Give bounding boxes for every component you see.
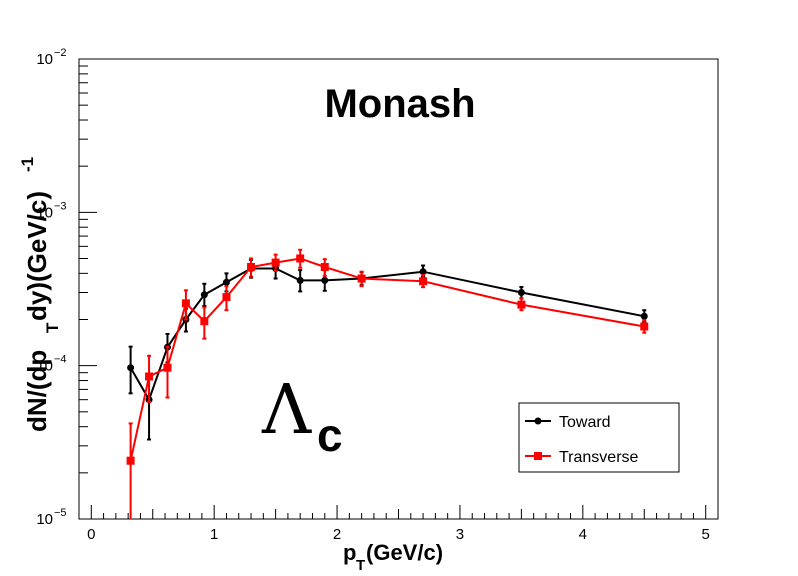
x-tick-label: 3 [456, 526, 464, 543]
series-line [129, 257, 645, 461]
y-title-sup: -1 [18, 157, 37, 172]
y-title-sub: T [43, 322, 62, 333]
lambda-c-annotation: Λ c [261, 371, 343, 461]
data-point [296, 254, 305, 263]
y-tick-exponent: −3 [54, 200, 67, 212]
x-title-main: p [343, 540, 356, 565]
data-point [321, 276, 329, 284]
data-point [145, 372, 154, 381]
chart-title: Monash [324, 82, 475, 126]
y-axis-title: dN/(dp T dy)(GeV/c) -1 [18, 157, 62, 432]
legend-box [518, 402, 680, 473]
data-point [640, 322, 649, 331]
legend-label-toward: Toward [559, 414, 611, 431]
x-tick-label: 2 [333, 526, 341, 543]
y-title-part2: dy)(GeV/c) [22, 191, 52, 321]
legend-label-transverse: Transverse [559, 449, 639, 466]
x-tick-label: 5 [702, 526, 710, 543]
axes: 0 1 2 3 4 510−510−410−310−2 [36, 47, 710, 543]
data-point [517, 289, 525, 297]
data-point [517, 300, 526, 309]
data-point [200, 317, 209, 326]
data-point [200, 291, 208, 299]
x-tick-label: 4 [579, 526, 587, 543]
y-tick-label: 10 [36, 358, 53, 375]
annotation-main: Λ [261, 371, 312, 450]
annotation-subscript: c [317, 409, 343, 461]
legend-marker-toward [534, 417, 542, 425]
y-tick-exponent: −4 [54, 354, 67, 366]
data-point [320, 263, 329, 272]
y-title-part1: dN/(dp [22, 350, 52, 432]
legend-marker-transverse [534, 452, 542, 460]
data-point [419, 277, 428, 286]
data-point [247, 263, 256, 272]
y-tick-exponent: −2 [54, 47, 67, 59]
legend: Toward Transverse [518, 402, 680, 473]
data-point [127, 364, 135, 372]
y-tick-label: 10 [36, 511, 53, 528]
y-tick-exponent: −5 [54, 507, 67, 519]
y-tick-label: 10 [36, 204, 53, 221]
data-point [419, 268, 427, 276]
data-point [357, 274, 366, 283]
x-tick-label: 0 [87, 526, 95, 543]
data-point [222, 278, 230, 286]
data-point [163, 363, 172, 372]
series-line [129, 267, 645, 403]
series-layer [126, 248, 649, 519]
data-point [271, 258, 280, 267]
data-point [222, 293, 231, 302]
data-point [181, 299, 190, 308]
series-transverse [126, 248, 649, 519]
x-title-rest: (GeV/c) [366, 540, 443, 565]
y-tick-label: 10 [36, 51, 53, 68]
x-axis-title: p T (GeV/c) [343, 540, 443, 574]
data-point [296, 276, 304, 284]
x-title-sub: T [356, 557, 365, 574]
data-point [640, 312, 648, 320]
data-point [126, 456, 135, 465]
x-tick-label: 1 [210, 526, 218, 543]
